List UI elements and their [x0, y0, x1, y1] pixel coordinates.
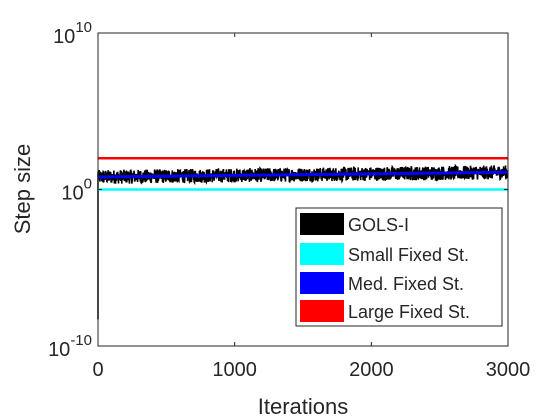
legend-label-med-fixed: Med. Fixed St.: [348, 274, 464, 294]
y-tick-label: 10-10: [48, 332, 92, 361]
legend-item: GOLS-I: [300, 213, 409, 235]
series-line-gols-i: [97, 163, 509, 320]
y-ticks: 10-10 100 1010: [48, 19, 508, 361]
x-tick-label: 3000: [486, 359, 531, 381]
legend-label-small-fixed: Small Fixed St.: [348, 245, 469, 265]
series-layer: [97, 156, 509, 320]
y-tick-label: 100: [61, 176, 92, 205]
legend-swatch-small-fixed: [300, 243, 344, 265]
x-tick-label: 0: [92, 359, 103, 381]
x-ticks: 0 1000 2000 3000: [92, 33, 530, 381]
y-tick-label: 1010: [53, 19, 92, 48]
legend-label-gols-i: GOLS-I: [348, 215, 409, 235]
x-tick-label: 2000: [349, 359, 394, 381]
legend: GOLS-I Small Fixed St. Med. Fixed St. La…: [295, 207, 503, 327]
legend-swatch-gols-i: [300, 213, 344, 235]
y-axis-label: Step size: [10, 144, 35, 235]
x-tick-label: 1000: [212, 359, 257, 381]
legend-swatch-med-fixed: [300, 272, 344, 294]
legend-label-large-fixed: Large Fixed St.: [348, 302, 470, 322]
x-axis-label: Iterations: [258, 394, 349, 419]
legend-item: Small Fixed St.: [300, 243, 469, 265]
legend-item: Med. Fixed St.: [300, 272, 464, 294]
legend-item: Large Fixed St.: [300, 300, 470, 322]
legend-swatch-large-fixed: [300, 300, 344, 322]
series-line-med-fixed: [97, 170, 509, 179]
